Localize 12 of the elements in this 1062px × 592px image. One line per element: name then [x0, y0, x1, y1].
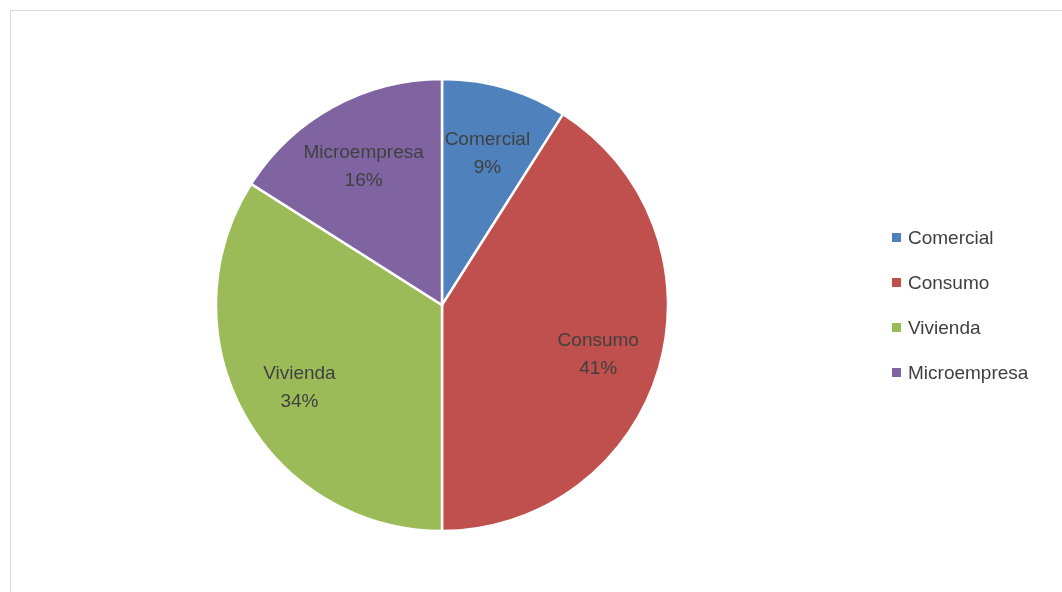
data-label: 16% [344, 169, 383, 191]
slice-label: Microempresa [303, 141, 425, 163]
slice-label: Consumo [557, 329, 639, 351]
data-label: 9% [473, 155, 502, 177]
legend-label: Consumo [908, 272, 990, 293]
legend-label: Vivienda [908, 317, 981, 338]
legend-label: Comercial [908, 227, 994, 248]
data-label: 41% [579, 357, 618, 379]
slice-label: Comercial [444, 127, 531, 149]
slice-label: Vivienda [263, 362, 337, 384]
data-label: 34% [280, 390, 319, 412]
legend-label: Microempresa [908, 362, 1029, 383]
